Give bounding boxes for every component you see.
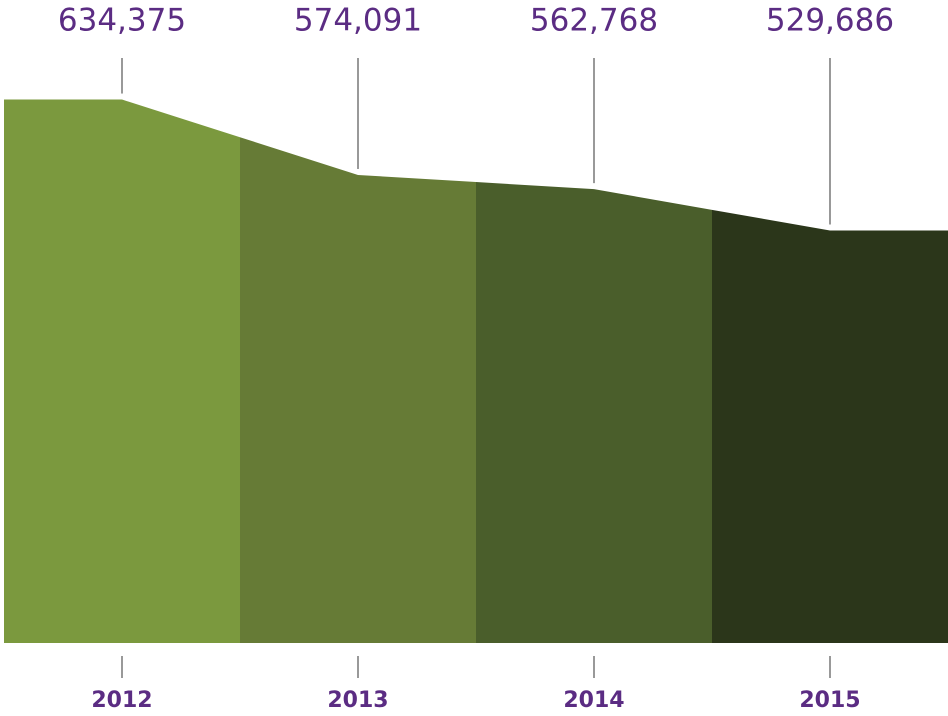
value-label: 634,375 (58, 3, 186, 39)
area-segment (4, 99, 240, 644)
x-tick-label: 2013 (327, 688, 388, 713)
x-tick-label: 2015 (799, 688, 860, 713)
value-label: 529,686 (766, 3, 894, 39)
x-tick-label: 2014 (563, 688, 624, 713)
area-segment (712, 209, 948, 644)
x-tick-label: 2012 (91, 688, 152, 713)
area-segment (476, 182, 712, 643)
value-label: 562,768 (530, 3, 658, 39)
value-label: 574,091 (294, 3, 422, 39)
area-segment (240, 137, 476, 644)
